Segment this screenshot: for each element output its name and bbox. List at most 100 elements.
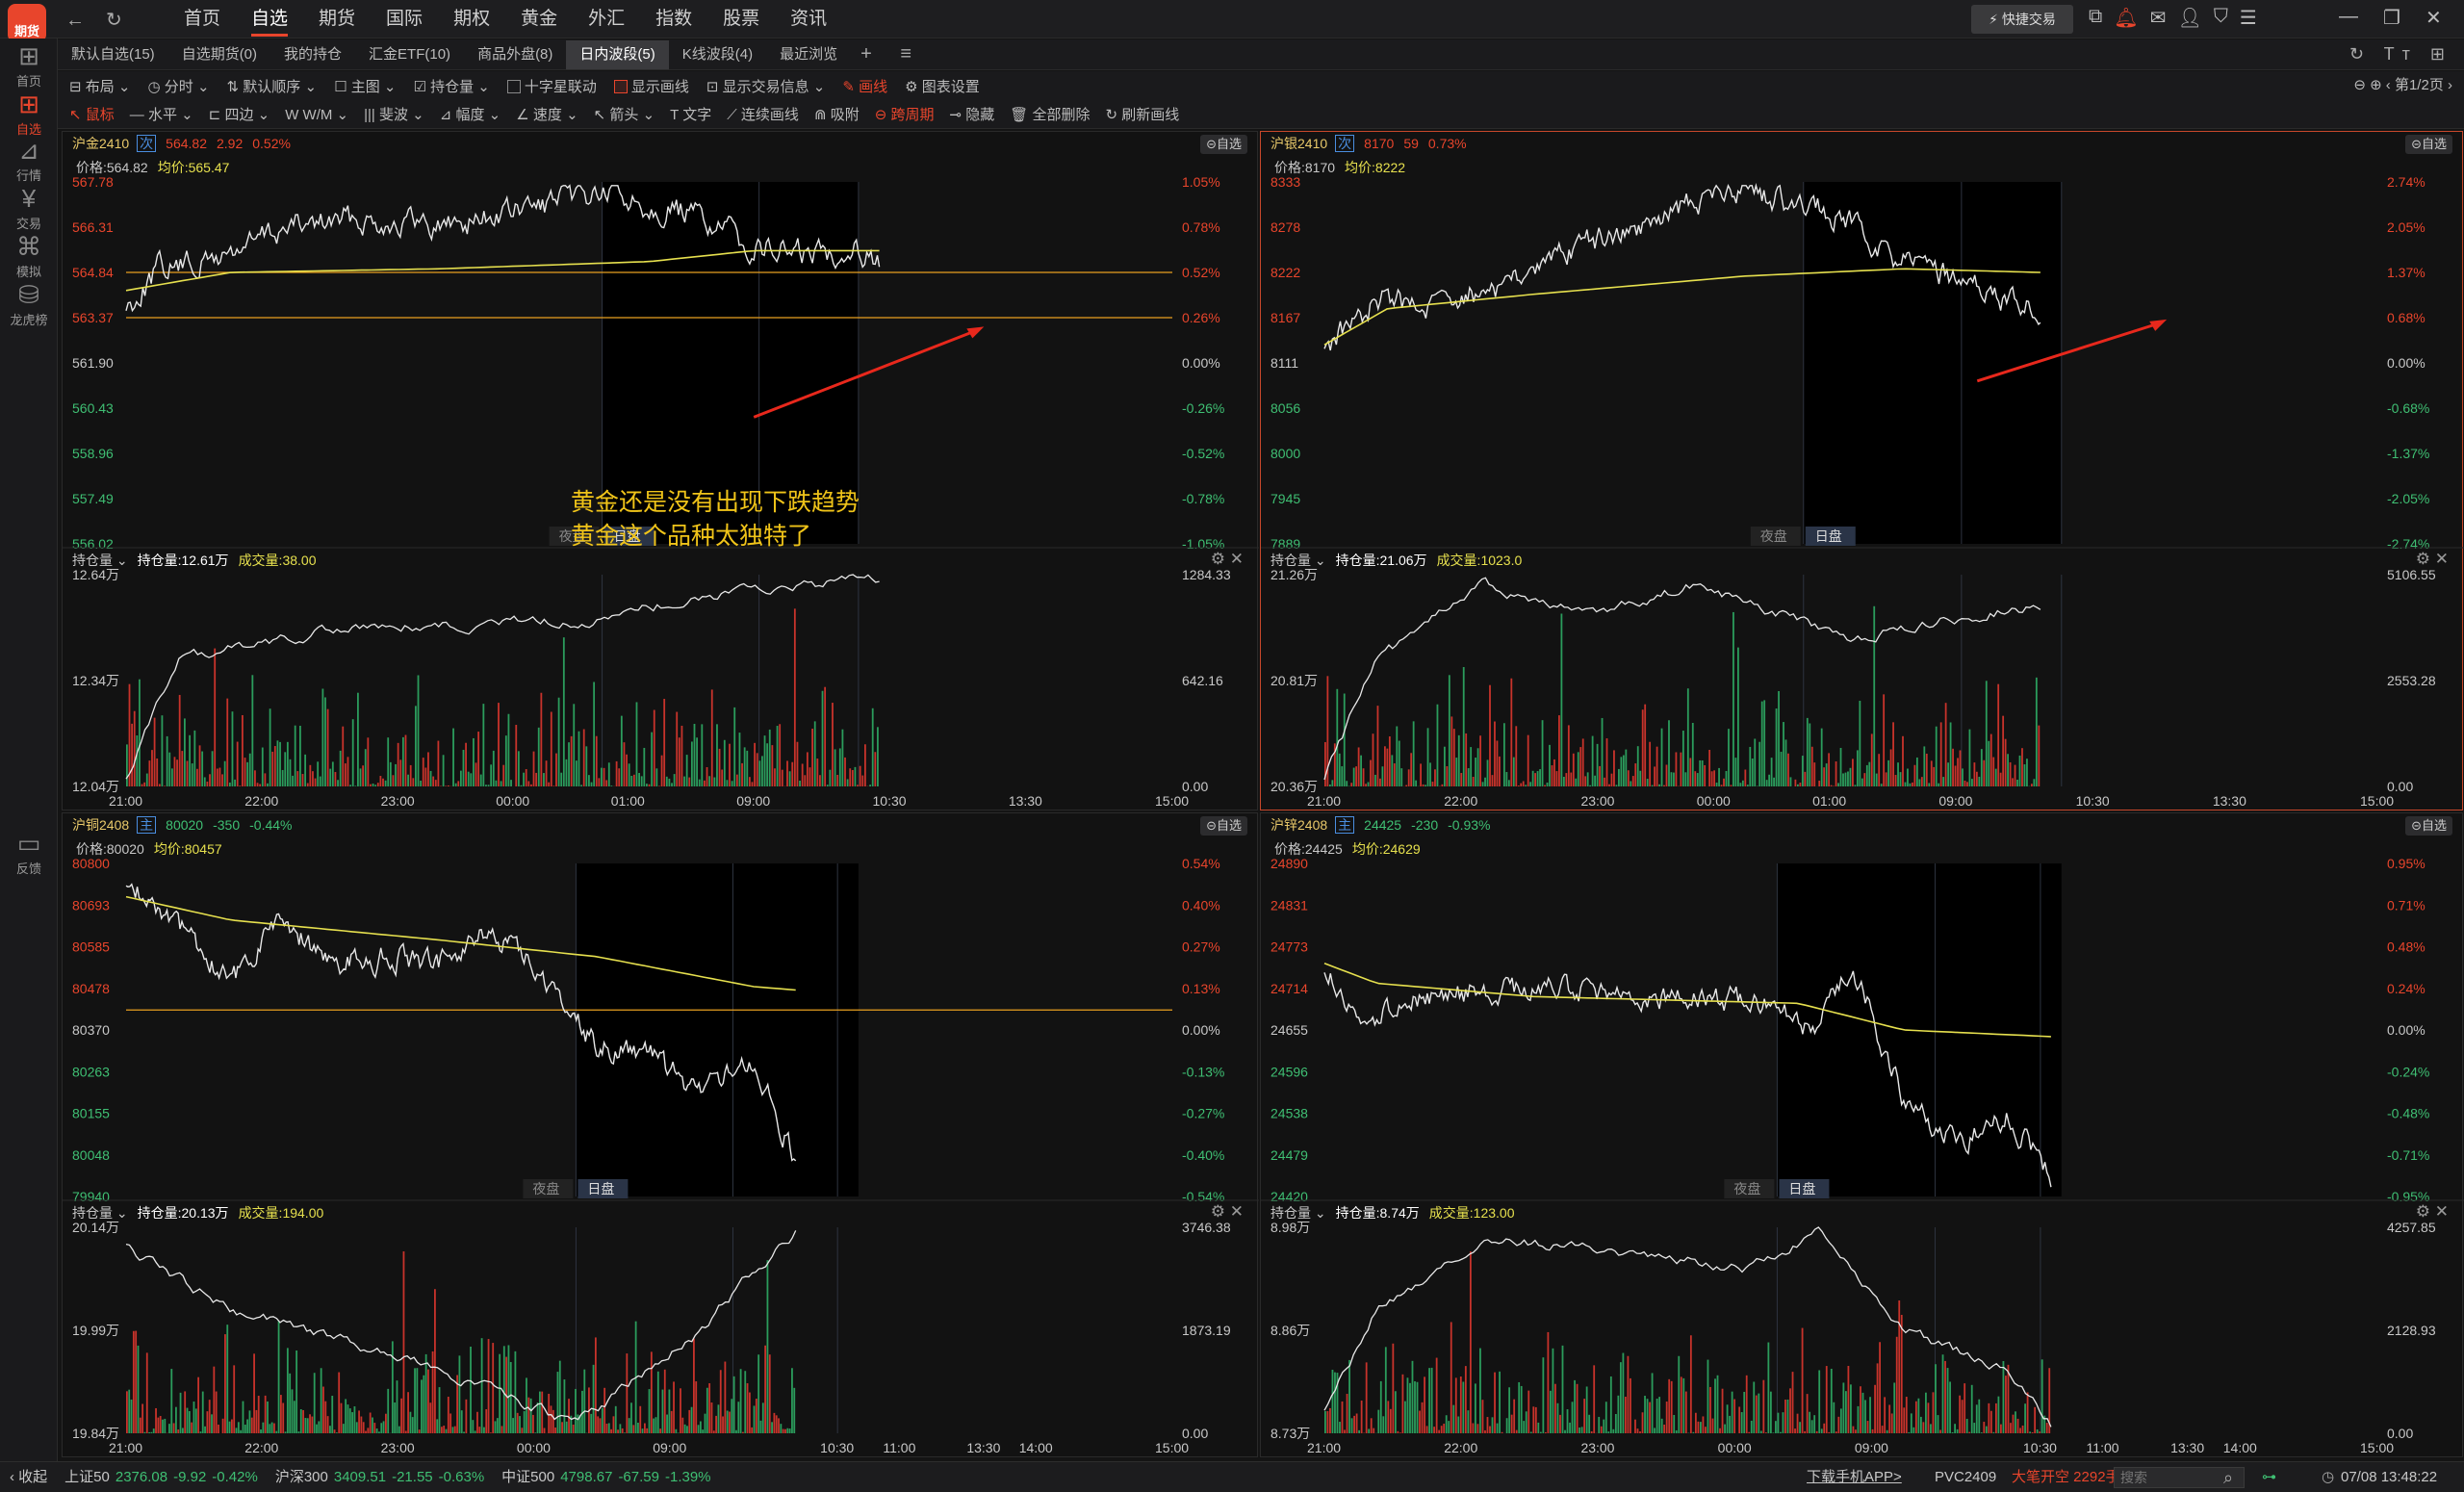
sidebar-item[interactable]: ¥ 交易	[0, 183, 58, 232]
draw-tool[interactable]: ∠ 速度 ⌄	[516, 107, 578, 123]
shirt-icon[interactable]: ⛉	[2213, 6, 2228, 27]
favorite-button[interactable]: ⊝自选	[2405, 135, 2452, 154]
nav-item[interactable]: 黄金	[521, 9, 558, 29]
toolbar-item[interactable]: ◷ 分时 ⌄	[147, 78, 210, 95]
collapse-button[interactable]: ‹ 收起	[10, 1469, 48, 1485]
chart-panel[interactable]: 沪银2410 次 8170 59 0.73% ⊝自选 价格:8170 均价:8222 8333 2…	[1260, 131, 2464, 811]
toolbar-item[interactable]: 显示画线	[613, 76, 689, 96]
nav-item[interactable]: 外汇	[588, 9, 626, 29]
draw-tool[interactable]: ↖ 鼠标	[69, 107, 115, 123]
close-icon[interactable]: ✕	[2434, 550, 2449, 568]
toolbar-item[interactable]: ☐ 主图 ⌄	[334, 78, 397, 95]
draw-tool[interactable]: ||| 斐波 ⌄	[364, 107, 424, 123]
draw-tool[interactable]: ⟋ 连续画线	[727, 107, 799, 123]
watchlist-tab[interactable]: 我的持仓	[284, 45, 343, 63]
sidebar-item[interactable]: ⛁ 龙虎榜	[0, 279, 58, 328]
nav-item[interactable]: 股票	[723, 9, 760, 29]
nav-item[interactable]: 首页	[184, 9, 221, 29]
watchlist-tab[interactable]: 汇金ETF(10)	[369, 45, 451, 63]
chart-canvas[interactable]: 567.78 1.05%566.31 0.78%564.84 0.52%563.37 0…	[63, 132, 1259, 811]
draw-tool[interactable]: 🗑︎ 全部删除	[1010, 107, 1091, 123]
watchlist-tab[interactable]: 商品外盘(8)	[477, 45, 553, 63]
nav-item[interactable]: 指数	[655, 9, 693, 29]
window-icon[interactable]: ⧉	[2089, 6, 2103, 27]
favorite-button[interactable]: ⊝自选	[1200, 816, 1247, 836]
draw-tool[interactable]: T 文字	[670, 107, 712, 123]
sidebar-item[interactable]: ⊿ 行情	[0, 135, 58, 184]
chart-panel[interactable]: 沪锌2408 主 24425 -230 -0.93% ⊝自选 价格:24425 均价:2462…	[1260, 812, 2464, 1458]
nav-item[interactable]: 国际	[386, 9, 424, 29]
sidebar-item[interactable]: ⌘ 模拟	[0, 231, 58, 280]
minimize-icon[interactable]: —	[2339, 6, 2358, 27]
search-input[interactable]	[2114, 1467, 2245, 1488]
instrument-name[interactable]: 沪金2410	[72, 136, 130, 151]
nav-item[interactable]: 自选	[236, 0, 303, 39]
checkbox[interactable]	[613, 79, 628, 93]
mail-icon[interactable]: ✉	[2149, 8, 2167, 29]
draw-tool[interactable]: ↻ 刷新画线	[1105, 107, 1180, 123]
chart-panel[interactable]: 沪铜2408 主 80020 -350 -0.44% ⊝自选 价格:80020 均价:8045…	[62, 812, 1259, 1458]
draw-tool[interactable]: W W/M ⌄	[285, 106, 349, 123]
close-icon[interactable]: ✕	[1229, 1202, 1244, 1221]
zoom-in-icon[interactable]: ⊕ ‹	[2370, 77, 2395, 93]
draw-tool[interactable]: ⋒ 吸附	[813, 107, 860, 123]
toolbar-item[interactable]: ✎ 画线	[842, 78, 888, 95]
menu-icon[interactable]: ☰	[2239, 8, 2257, 29]
chart-canvas[interactable]: 80800 0.54%80693 0.40%80585 0.27%80478 0.13%…	[63, 813, 1259, 1458]
gear-icon[interactable]: ⚙	[2415, 1202, 2435, 1221]
indicator-select[interactable]: 持仓量 ⌄	[1270, 553, 1326, 568]
toolbar-item[interactable]: ☑ 持仓量 ⌄	[413, 78, 490, 95]
nav-item[interactable]: 资讯	[790, 9, 828, 29]
nav-item[interactable]: 期货	[319, 9, 356, 29]
back-arrow-icon[interactable]: ←	[65, 10, 85, 31]
checkbox[interactable]	[506, 79, 521, 93]
app-logo[interactable]: 期货	[8, 4, 46, 42]
indicator-select[interactable]: 持仓量 ⌄	[72, 1205, 128, 1221]
draw-tool[interactable]: — 水平 ⌄	[129, 107, 193, 123]
draw-tool[interactable]: ⊏ 四边 ⌄	[208, 107, 270, 123]
toolbar-item[interactable]: 十字星联动	[506, 76, 597, 96]
draw-tool[interactable]: ⊖ 跨周期	[874, 107, 935, 123]
sidebar-item[interactable]: ⊞ 自选	[0, 89, 58, 138]
instrument-name[interactable]: 沪银2410	[1270, 136, 1328, 151]
close-icon[interactable]: ✕	[2434, 1202, 2449, 1221]
watchlist-tab[interactable]: K线波段(4)	[681, 45, 754, 63]
quick-trade-button[interactable]: ⚡ 快捷交易	[1971, 5, 2073, 34]
user-icon[interactable]: 👤︎	[2177, 8, 2202, 29]
gear-icon[interactable]: ⚙	[2415, 550, 2435, 568]
toolbar-item[interactable]: ⊟ 布局 ⌄	[69, 78, 131, 95]
draw-tool[interactable]: ↖ 箭头 ⌄	[593, 107, 655, 123]
chart-panel[interactable]: 沪金2410 次 564.82 2.92 0.52% ⊝自选 价格:564.82 均价:565…	[62, 131, 1259, 811]
favorite-button[interactable]: ⊝自选	[2405, 816, 2452, 836]
draw-tool[interactable]: ⊿ 幅度 ⌄	[439, 107, 501, 123]
nav-item[interactable]: 期权	[453, 9, 491, 29]
watchlist-tab[interactable]: 日内波段(5)	[566, 39, 669, 69]
next-page-icon[interactable]: ›	[2443, 77, 2452, 93]
chart-canvas[interactable]: 24890 0.95%24831 0.71%24773 0.48%24714 0.24%…	[1261, 813, 2464, 1458]
indicator-select[interactable]: 持仓量 ⌄	[1270, 1205, 1326, 1221]
indicator-select[interactable]: 持仓量 ⌄	[72, 553, 128, 568]
add-tab-icon[interactable]: + ≡	[860, 43, 924, 64]
refresh-icon[interactable]: ↻	[106, 10, 122, 31]
close-icon[interactable]: ✕	[1229, 550, 1244, 568]
watchlist-tab[interactable]: 默认自选(15)	[71, 45, 155, 63]
watchlist-tab[interactable]: 最近浏览	[780, 45, 838, 63]
maximize-icon[interactable]: ❐	[2383, 8, 2400, 29]
bell-icon[interactable]: 🔔︎	[2114, 8, 2139, 29]
close-icon[interactable]: ✕	[2425, 8, 2442, 29]
toolbar-item[interactable]: ⊡ 显示交易信息 ⌄	[706, 78, 826, 95]
toolbar-item[interactable]: ⇅ 默认顺序 ⌄	[226, 78, 318, 95]
instrument-name[interactable]: 沪锌2408	[1270, 817, 1328, 833]
chart-canvas[interactable]: 8333 2.74%8278 2.05%8222 1.37%8167 0.68%8111…	[1261, 132, 2464, 811]
search-icon[interactable]: ⌕	[2223, 1468, 2234, 1487]
sidebar-item[interactable]: ⊞ 首页	[0, 40, 58, 90]
sidebar-item[interactable]: ▭ 反馈	[0, 828, 58, 877]
draw-tool[interactable]: ⊸ 隐藏	[949, 107, 995, 123]
download-app-link[interactable]: 下载手机APP>	[1807, 1469, 1902, 1485]
zoom-out-icon[interactable]: ⊖	[2353, 77, 2371, 93]
gear-icon[interactable]: ⚙	[1210, 1202, 1230, 1221]
favorite-button[interactable]: ⊝自选	[1200, 135, 1247, 154]
gear-icon[interactable]: ⚙	[1210, 550, 1230, 568]
toolbar-item[interactable]: ⚙ 图表设置	[905, 78, 980, 95]
instrument-name[interactable]: 沪铜2408	[72, 817, 130, 833]
